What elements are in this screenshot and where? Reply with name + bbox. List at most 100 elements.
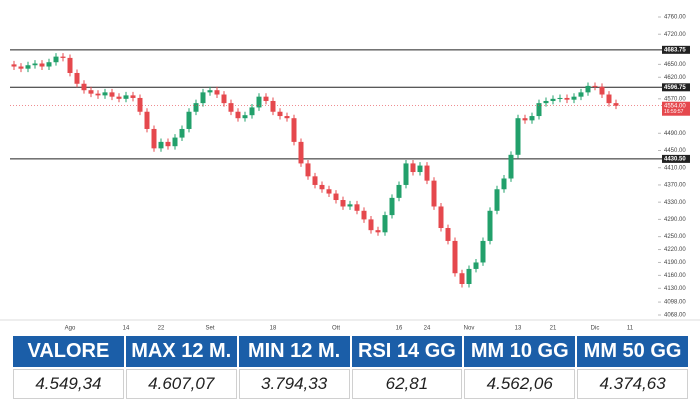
level-label: 4430.50 bbox=[664, 156, 686, 162]
candle-body bbox=[102, 92, 108, 96]
x-tick-label: 22 bbox=[158, 326, 165, 332]
y-tick-label: 4620.00 bbox=[664, 75, 686, 81]
candle-body bbox=[249, 107, 255, 116]
y-tick-label: 4490.00 bbox=[664, 131, 686, 137]
candle-body bbox=[81, 83, 87, 91]
candle-body bbox=[466, 268, 472, 284]
candle-body bbox=[431, 180, 437, 207]
candle-body bbox=[557, 97, 563, 99]
y-tick-label: 4720.00 bbox=[664, 32, 686, 38]
header-cell: MIN 12 M. bbox=[238, 336, 350, 367]
candle-body bbox=[179, 128, 185, 138]
current-time: 16:59:57 bbox=[664, 109, 684, 115]
candle-body bbox=[256, 96, 262, 108]
candle-body bbox=[606, 94, 612, 104]
value-cell: 4.607,07 bbox=[125, 369, 237, 399]
candle-body bbox=[305, 163, 311, 177]
candle-body bbox=[95, 93, 101, 96]
x-tick-label: 24 bbox=[424, 326, 431, 332]
x-tick-label: 11 bbox=[627, 326, 634, 332]
candle-body bbox=[319, 184, 325, 190]
candle-body bbox=[445, 228, 451, 241]
candle-body bbox=[242, 115, 248, 119]
candle-body bbox=[536, 103, 542, 117]
y-tick-label: 4410.00 bbox=[664, 165, 686, 171]
candle-body bbox=[599, 86, 605, 95]
candle-body bbox=[578, 92, 584, 97]
candle-body bbox=[403, 163, 409, 185]
candle-body bbox=[151, 128, 157, 149]
level-tag bbox=[662, 154, 690, 163]
x-tick-label: 21 bbox=[550, 326, 557, 332]
candle-body bbox=[74, 72, 80, 84]
candle-body bbox=[263, 96, 269, 101]
candle-body bbox=[88, 90, 94, 94]
candle-body bbox=[340, 200, 346, 207]
header-cell: MM 50 GG bbox=[577, 336, 688, 367]
candle-body bbox=[564, 97, 570, 100]
candle-body bbox=[333, 193, 339, 201]
x-tick-label: Ago bbox=[65, 326, 76, 332]
candle-body bbox=[298, 141, 304, 164]
y-tick-label: 4370.00 bbox=[664, 183, 686, 189]
candle-body bbox=[214, 90, 220, 95]
x-tick-label: Dic bbox=[591, 326, 600, 332]
candle-body bbox=[228, 103, 234, 112]
candle-body bbox=[207, 90, 213, 93]
y-tick-label: 4650.00 bbox=[664, 62, 686, 68]
candle-body bbox=[347, 204, 353, 207]
candle-body bbox=[368, 219, 374, 231]
y-tick-label: 4160.00 bbox=[664, 273, 686, 279]
y-tick-label: 4760.00 bbox=[664, 15, 686, 21]
candle-body bbox=[529, 116, 535, 121]
header-cell: VALORE bbox=[13, 336, 124, 367]
y-tick-label: 4220.00 bbox=[664, 247, 686, 253]
x-tick-label: Set bbox=[205, 326, 214, 332]
candle-body bbox=[459, 273, 465, 284]
candle-body bbox=[25, 65, 31, 69]
candle-body bbox=[438, 206, 444, 229]
y-tick-label: 4250.00 bbox=[664, 234, 686, 240]
candle-body bbox=[123, 95, 129, 99]
header-cell: RSI 14 GG bbox=[351, 336, 463, 367]
candle-body bbox=[508, 154, 514, 179]
x-tick-label: 14 bbox=[123, 326, 130, 332]
y-tick-label: 4130.00 bbox=[664, 286, 686, 292]
candle-body bbox=[410, 163, 416, 173]
y-tick-label: 4450.00 bbox=[664, 148, 686, 154]
header-cell: MAX 12 M. bbox=[125, 336, 237, 367]
candle-body bbox=[480, 240, 486, 263]
level-label: 4596.75 bbox=[664, 85, 686, 91]
y-tick-label: 4190.00 bbox=[664, 260, 686, 266]
y-tick-label: 4290.00 bbox=[664, 217, 686, 223]
candle-body bbox=[522, 118, 528, 121]
candle-body bbox=[109, 92, 115, 97]
candle-body bbox=[67, 57, 73, 73]
value-cell: 4.374,63 bbox=[577, 369, 688, 399]
candle-body bbox=[452, 240, 458, 274]
y-tick-label: 4068.00 bbox=[664, 313, 686, 319]
candle-body bbox=[326, 189, 332, 194]
candle-body bbox=[354, 204, 360, 211]
candle-body bbox=[592, 85, 598, 87]
current-label: 4554.00 bbox=[664, 103, 686, 109]
x-tick-label: Nov bbox=[464, 326, 475, 332]
level-tag bbox=[662, 83, 690, 92]
x-tick-label: Ott bbox=[332, 326, 340, 332]
candle-body bbox=[550, 98, 556, 101]
value-cell: 4.549,34 bbox=[13, 369, 124, 399]
candle-body bbox=[11, 64, 17, 67]
candle-body bbox=[424, 165, 430, 181]
header-cell: MM 10 GG bbox=[464, 336, 576, 367]
candle-body bbox=[221, 94, 227, 104]
stats-table: VALORE MAX 12 M. MIN 12 M. RSI 14 GG MM 10 G… bbox=[13, 336, 688, 399]
candle-body bbox=[53, 56, 59, 63]
candle-body bbox=[543, 100, 549, 104]
candle-body bbox=[361, 210, 367, 220]
candle-body bbox=[46, 62, 52, 67]
x-tick-label: 13 bbox=[515, 326, 522, 332]
y-tick-label: 4330.00 bbox=[664, 200, 686, 206]
candle-body bbox=[375, 230, 381, 233]
candle-body bbox=[571, 96, 577, 100]
candle-body bbox=[172, 137, 178, 147]
